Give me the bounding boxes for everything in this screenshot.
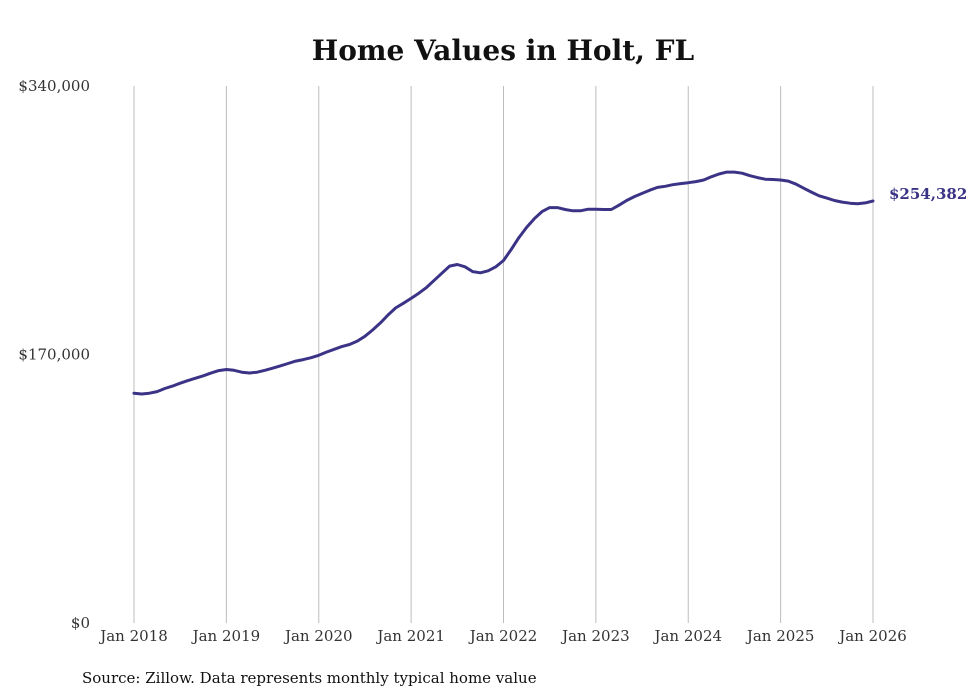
- chart-title: Home Values in Holt, FL: [312, 34, 695, 67]
- x-axis-ticks: Jan 2018 Jan 2019 Jan 2020 Jan 2021 Jan 2022…: [98, 627, 907, 645]
- x-tick-label: Jan 2020: [283, 627, 353, 645]
- series-layer: [132, 170, 875, 396]
- x-tick-label: Jan 2018: [98, 627, 168, 645]
- x-tick-label: Jan 2026: [837, 627, 907, 645]
- end-value-label: $254,382: [889, 185, 967, 203]
- y-tick-label: $0: [71, 614, 90, 632]
- source-note: Source: Zillow. Data represents monthly …: [82, 669, 537, 687]
- x-tick-label: Jan 2021: [375, 627, 445, 645]
- y-tick-label: $170,000: [18, 346, 90, 364]
- x-tick-label: Jan 2025: [745, 627, 815, 645]
- series-line-0: [132, 170, 875, 396]
- y-axis-ticks: $0 $170,000 $340,000: [18, 77, 90, 632]
- x-tick-label: Jan 2019: [191, 627, 261, 645]
- x-tick-label: Jan 2022: [468, 627, 538, 645]
- x-tick-label: Jan 2023: [560, 627, 630, 645]
- y-tick-label: $340,000: [18, 77, 90, 95]
- x-tick-label: Jan 2024: [652, 627, 722, 645]
- gridlines: [133, 86, 874, 623]
